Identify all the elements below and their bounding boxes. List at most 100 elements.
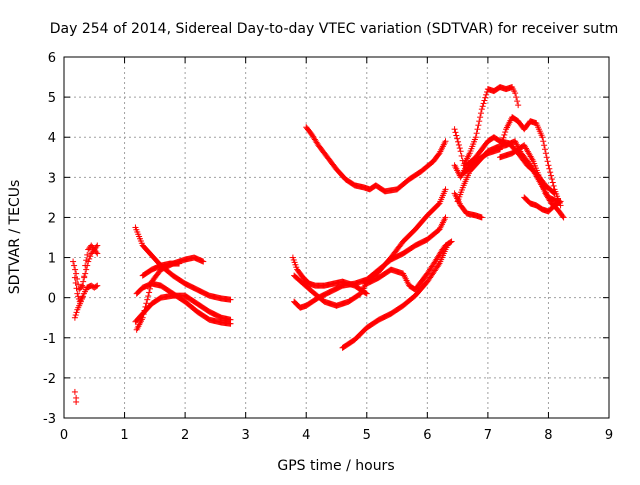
data-point (500, 134, 507, 141)
data-point (442, 186, 449, 193)
x-tick-label: 0 (60, 428, 68, 443)
data-point (545, 162, 552, 169)
y-tick-label: -1 (43, 332, 56, 347)
data-point (480, 100, 487, 107)
data-point (548, 176, 555, 183)
data-point (497, 143, 504, 150)
data-point (74, 290, 81, 297)
data-point (451, 126, 458, 133)
data-point (542, 150, 549, 157)
data-point (514, 98, 521, 105)
data-point (453, 132, 460, 139)
tick-layer: 0 1 2 3 4 5 6 7 8 9 -3 -2 -1 0 1 2 3 4 5 6 (43, 51, 613, 443)
data-point (71, 262, 78, 269)
plot-frame (63, 56, 610, 419)
data-point (142, 303, 149, 310)
data-point (362, 290, 369, 297)
data-point (73, 270, 80, 277)
data-point (147, 282, 154, 289)
chart-title: Day 254 of 2014, Sidereal Day-to-day VTE… (50, 21, 619, 37)
x-tick-label: 5 (363, 428, 371, 443)
data-point (482, 94, 489, 101)
y-tick-label: 4 (48, 131, 56, 146)
data-point (71, 388, 78, 395)
data-point (227, 320, 234, 327)
data-point (80, 278, 87, 285)
data-point (540, 138, 547, 145)
y-tick-label: -2 (43, 372, 56, 387)
data-point (73, 309, 80, 316)
data-point (452, 129, 459, 136)
data-point (477, 110, 484, 117)
x-tick-label: 1 (120, 428, 128, 443)
data-point (560, 214, 567, 221)
data-point (140, 311, 147, 318)
data-point (543, 154, 550, 161)
data-point (93, 283, 100, 290)
data-point (93, 249, 100, 256)
data-point (145, 293, 152, 300)
data-point (83, 266, 90, 273)
data-point (73, 285, 80, 292)
data-point (363, 290, 370, 297)
data-point (87, 253, 94, 260)
x-axis-label: GPS time / hours (277, 458, 394, 474)
data-point (456, 145, 463, 152)
y-axis-label: SDTVAR / TECUs (7, 180, 23, 295)
data-point (455, 138, 462, 145)
data-point (476, 118, 483, 125)
data-point (548, 172, 555, 179)
data-point (73, 398, 80, 405)
data-point (478, 106, 485, 113)
data-point (146, 289, 153, 296)
data-point (82, 270, 89, 277)
y-tick-label: 2 (48, 211, 56, 226)
data-point (547, 169, 554, 176)
data-point (72, 279, 79, 286)
data-point (86, 255, 93, 262)
data-point (176, 260, 183, 267)
data-point (556, 198, 563, 205)
data-point (481, 97, 488, 104)
data-point (549, 179, 556, 186)
data-point (501, 131, 508, 138)
data-point (84, 251, 91, 258)
data-point (546, 165, 553, 172)
data-point (497, 146, 503, 153)
data-point (475, 122, 482, 129)
data-point (502, 129, 509, 136)
data-point (80, 283, 87, 290)
data-point (94, 250, 101, 257)
data-point (457, 148, 464, 155)
data-point (550, 182, 557, 189)
data-point (473, 130, 480, 137)
data-point (139, 314, 146, 321)
data-point (458, 152, 465, 159)
data-point (513, 94, 520, 101)
x-tick-label: 3 (242, 428, 250, 443)
x-tick-label: 6 (423, 428, 431, 443)
data-point (75, 293, 82, 300)
x-tick-label: 9 (605, 428, 613, 443)
data-point (448, 238, 455, 245)
data-point (144, 296, 151, 303)
data-point (141, 307, 148, 314)
data-point (541, 146, 548, 153)
data-point (442, 214, 449, 221)
x-tick-label: 7 (484, 428, 492, 443)
y-tick-label: 6 (48, 51, 56, 66)
data-point (94, 282, 101, 289)
data-point (83, 257, 90, 264)
data-point (72, 312, 79, 319)
data-point (559, 213, 566, 220)
data-point (71, 314, 78, 321)
data-point (544, 158, 551, 165)
data-point (143, 300, 150, 307)
data-point (541, 142, 548, 149)
data-point (94, 242, 101, 249)
data-point (472, 134, 479, 141)
data-point (72, 266, 79, 273)
